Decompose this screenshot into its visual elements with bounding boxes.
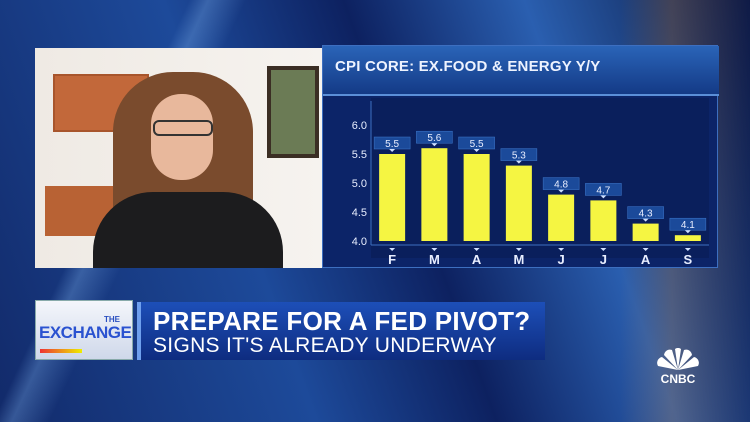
data-label: 4.3 [639,209,653,220]
show-logo: THE EXCHANGE [35,300,133,360]
bar [379,154,406,241]
data-label: 5.6 [427,133,441,144]
data-label: 4.7 [596,185,610,196]
x-tick-label: A [641,252,651,267]
x-tick-mark [558,248,565,251]
lower-third-banner: PREPARE FOR A FED PIVOT? SIGNS IT'S ALRE… [137,302,545,360]
data-label-pointer [473,149,480,152]
x-tick-label: J [558,252,565,267]
data-label-pointer [389,149,396,152]
data-label: 5.5 [385,139,399,150]
peacock-icon [657,348,699,370]
headline: PREPARE FOR A FED PIVOT? [153,306,531,336]
x-tick-mark [684,248,691,251]
guest-video-feed [35,48,322,268]
logo-stripe [40,349,82,353]
bar [548,194,575,241]
wall-painting [267,66,319,158]
y-tick-label: 4.5 [352,207,367,219]
data-label-pointer [558,189,565,193]
chart-panel: CPI CORE: EX.FOOD & ENERGY Y/Y 6.0 5.5 5.0… [322,45,719,268]
x-tick-mark [515,248,522,251]
data-label-pointer [642,218,649,222]
glasses [153,120,213,136]
x-tick-mark [600,248,607,251]
data-label-pointer [431,143,438,147]
data-label-pointer [515,160,522,164]
data-label: 5.5 [470,139,484,150]
chart-title: CPI CORE: EX.FOOD & ENERGY Y/Y [335,58,601,75]
data-label-pointer [600,195,607,199]
show-logo-the: THE [104,315,120,324]
y-tick-label: 5.5 [352,149,367,161]
x-tick-label: F [388,252,396,267]
data-label-pointer [684,230,691,234]
subheadline: SIGNS IT'S ALREADY UNDERWAY [153,334,497,357]
bar [505,165,532,241]
bar-chart: 6.0 5.5 5.0 4.5 4.0 5.5 F 5.6 M 5.5 A 5.3 M 4.8 J 4.7 J 4… [352,98,709,267]
x-tick-label: A [472,252,482,267]
x-tick-mark [431,248,438,251]
x-tick-mark [473,248,480,251]
bar [674,235,701,241]
bar [590,200,617,241]
x-tick-mark [642,248,649,251]
y-tick-label: 4.0 [352,236,367,248]
y-tick-label: 5.0 [352,178,367,190]
bar [463,154,490,241]
bar [421,148,448,241]
x-tick-mark [389,248,396,251]
x-tick-label: M [429,252,440,267]
x-tick-label: J [600,252,607,267]
data-label: 4.1 [681,220,695,231]
bar [632,223,659,241]
chart-header: CPI CORE: EX.FOOD & ENERGY Y/Y [323,46,719,96]
x-tick-label: M [513,252,524,267]
x-tick-label: S [684,252,693,267]
data-label: 5.3 [512,151,526,162]
network-logo-text: CNBC [660,372,696,386]
network-logo: CNBC [652,348,704,386]
data-label: 4.8 [554,180,568,191]
show-logo-name: EXCHANGE [39,323,132,342]
y-tick-label: 6.0 [352,120,367,132]
guest-person [93,72,283,268]
